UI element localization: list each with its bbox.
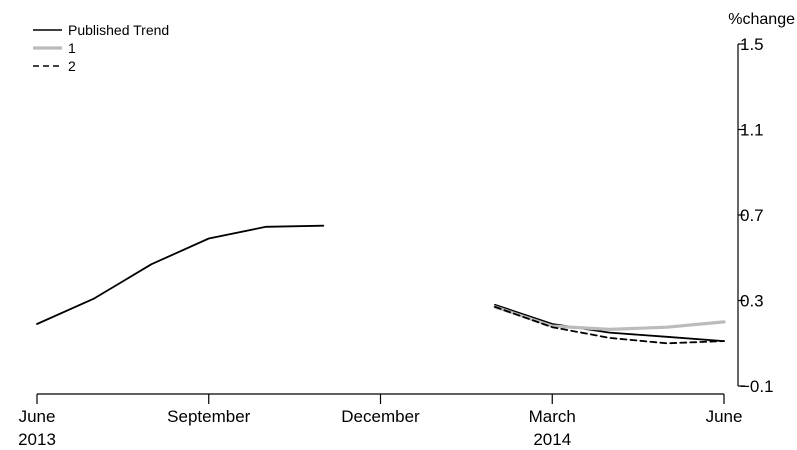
series-layer — [36, 224, 726, 345]
series-line — [36, 224, 325, 325]
series-3 — [494, 305, 725, 345]
y-tick-label: −0.1 — [740, 377, 774, 396]
x-tick-label: June — [706, 407, 743, 426]
y-tick-label: 0.7 — [740, 206, 764, 225]
x-tick-label: June — [19, 407, 56, 426]
series-line — [494, 305, 725, 345]
y-tick-label: 0.3 — [740, 292, 764, 311]
y-axis-unit-label: %change — [728, 11, 795, 28]
legend-label: 2 — [68, 58, 76, 74]
x-tick-label-year: 2014 — [533, 430, 571, 449]
y-tick-label: 1.1 — [740, 121, 764, 140]
x-tick-label: March — [529, 407, 576, 426]
x-axis: June 2013 September December March 2014 June — [18, 393, 743, 449]
y-axis: %change −0.1 0.3 0.7 1.1 1.5 — [728, 11, 795, 396]
series-1 — [36, 224, 725, 343]
x-tick-label: December — [341, 407, 420, 426]
x-tick-label-year: 2013 — [18, 430, 56, 449]
legend: Published Trend 1 2 — [33, 22, 169, 74]
series-line — [494, 303, 725, 343]
legend-label: Published Trend — [68, 22, 169, 38]
legend-label: 1 — [68, 40, 76, 56]
x-tick-label: September — [167, 407, 250, 426]
y-tick-label: 1.5 — [740, 35, 764, 54]
